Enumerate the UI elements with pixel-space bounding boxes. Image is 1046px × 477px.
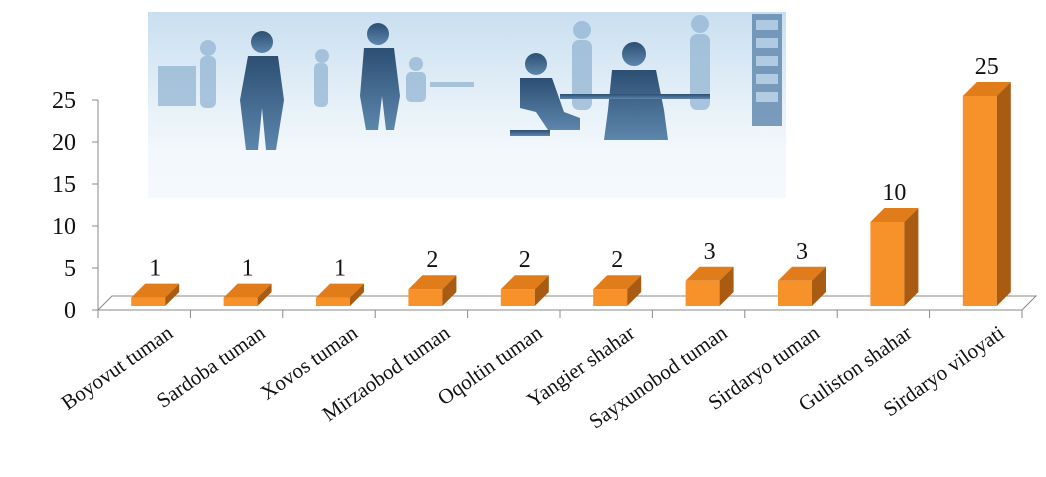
bar-side [812, 266, 826, 306]
bar-top [593, 275, 642, 290]
bar-side [996, 82, 1011, 306]
y-tick-label: 0 [64, 298, 76, 324]
data-label: 1 [149, 256, 161, 282]
office-workers-silhouette-icon [148, 12, 786, 198]
y-axis-tick-labels: 0 5 10 15 20 25 [52, 88, 76, 324]
bar [131, 297, 166, 306]
data-label: 1 [334, 256, 346, 282]
bar [316, 297, 350, 306]
data-label: 3 [796, 239, 808, 265]
bar-side [442, 275, 457, 306]
bar-side [257, 283, 272, 306]
bar-side [350, 283, 364, 306]
data-label: 2 [519, 247, 531, 273]
data-label: 2 [611, 247, 623, 273]
bar [685, 280, 720, 306]
floor-plane [96, 295, 1038, 311]
data-label: 25 [975, 54, 999, 80]
bar-side [904, 208, 919, 306]
bar-series [131, 82, 1011, 306]
y-tick-label: 5 [64, 256, 76, 282]
bar-top [685, 266, 734, 281]
data-label: 1 [242, 256, 254, 282]
bar-side [534, 275, 549, 306]
bar [593, 289, 628, 306]
bar-top [131, 283, 180, 298]
bar [223, 297, 258, 306]
bar-top [870, 208, 919, 222]
bar-top [316, 283, 364, 298]
data-label: 3 [704, 239, 716, 265]
bar-side [719, 266, 734, 306]
bar [870, 222, 905, 306]
bar-top [223, 283, 272, 298]
y-tick-label: 10 [52, 214, 76, 240]
bar [408, 289, 443, 306]
data-label: 10 [882, 180, 906, 206]
bar-top [500, 275, 549, 290]
y-tick-label: 15 [52, 172, 76, 198]
y-tick-label: 25 [52, 88, 76, 114]
bar-top [962, 82, 1011, 96]
data-label: 2 [426, 247, 438, 273]
bar-side [165, 283, 180, 306]
bar-top [778, 266, 826, 281]
bar [778, 280, 812, 306]
data-labels: 1 1 1 2 2 2 3 3 10 25 [149, 54, 999, 282]
y-tick-label: 20 [52, 130, 76, 156]
bar-side [627, 275, 642, 306]
chart-axes [92, 99, 1038, 318]
bar [500, 289, 535, 306]
bar [962, 96, 997, 306]
bar-top [408, 275, 457, 290]
